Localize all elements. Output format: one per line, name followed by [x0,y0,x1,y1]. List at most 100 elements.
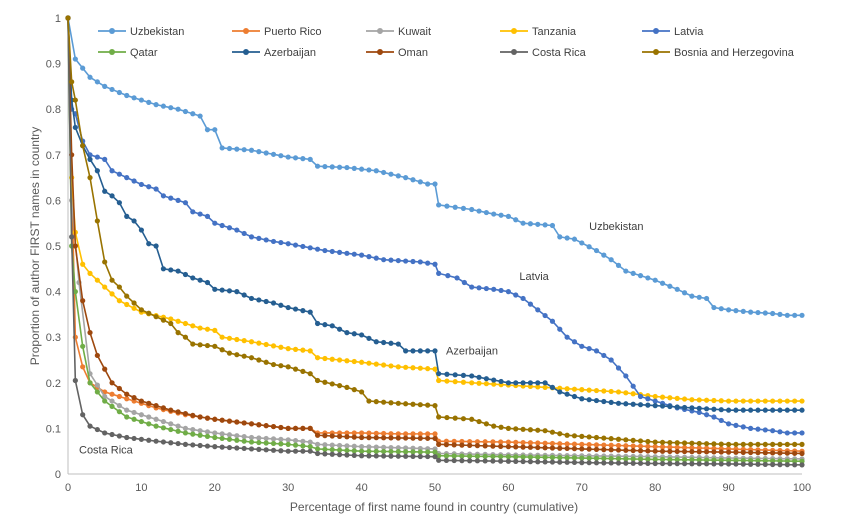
data-point [711,441,717,447]
data-point [784,450,790,456]
data-point [461,279,467,286]
data-point [116,409,122,415]
data-point [432,449,438,455]
data-point [336,383,343,389]
data-point [160,317,167,323]
data-point [498,424,504,430]
data-point [190,426,196,433]
y-tick-labels: 0 0.1 0.2 0.3 0.4 0.5 0.6 0.7 0.8 0.9 1 [46,13,61,481]
data-point [388,453,394,459]
data-point [138,181,144,188]
data-point [436,457,442,463]
data-point [314,446,321,452]
data-point [505,444,511,450]
data-point [197,211,203,217]
y-tick-label: 1 [55,13,61,25]
data-point [784,462,790,468]
series-bosnia-and-herzegovina [65,15,805,447]
data-point [630,383,636,389]
data-point [285,304,291,311]
data-point [513,217,519,223]
data-point [87,156,93,162]
data-point [168,426,174,433]
data-point [491,211,497,217]
data-point [652,448,658,454]
data-point [226,418,233,424]
data-point [498,453,504,460]
data-point [146,99,152,105]
data-point [696,405,702,411]
data-point [241,353,247,359]
data-point [652,444,658,450]
data-point [557,326,563,332]
data-point [359,252,365,258]
legend-swatch-marker [511,28,517,34]
data-point [535,440,541,446]
data-point [623,373,629,379]
legend-item-bosnia-and-herzegovina: Bosnia and Herzegovina [642,47,795,59]
data-point [109,391,115,397]
data-point [748,461,754,467]
data-point [432,366,438,372]
data-point [689,445,695,451]
data-point [740,398,746,404]
data-point [652,439,658,445]
data-point [667,456,673,463]
data-point [432,403,438,409]
series-azerbaijan [65,15,805,413]
data-point [571,393,578,400]
data-point [451,442,457,448]
data-point [645,448,651,454]
data-point [72,56,78,62]
data-point [579,396,585,402]
x-tick-label: 40 [355,482,367,494]
data-point [623,268,629,274]
data-point [373,361,379,367]
data-point [733,441,739,447]
data-point [344,452,350,458]
data-point [197,428,203,434]
data-point [307,348,313,354]
data-point [542,312,548,319]
data-point [87,423,93,429]
data-point [234,352,240,358]
data-point [733,407,739,413]
data-point [615,400,622,406]
data-point [102,259,108,265]
data-point [608,257,614,263]
annotation-azerbaijan: Azerbaijan [446,346,498,358]
data-point [637,448,644,454]
data-point [153,186,159,192]
data-point [417,402,423,408]
data-point [204,213,211,219]
data-point [799,462,805,468]
data-point [425,435,431,441]
legend-swatch-marker [511,49,517,55]
data-point [344,250,350,256]
data-point [674,444,680,450]
data-point [410,365,416,371]
data-point [102,83,108,89]
data-point [168,320,174,327]
data-point [403,401,409,407]
data-point [344,330,350,336]
legend-swatch-marker [377,49,383,55]
data-point [285,154,291,160]
data-point [388,448,394,455]
y-tick-label: 0.2 [46,378,61,390]
data-point [204,342,211,349]
data-point [726,407,732,413]
data-point [234,146,240,152]
data-point [109,86,115,93]
data-point [168,316,174,322]
data-point [711,397,717,404]
data-point [674,457,680,463]
data-point [403,435,409,441]
data-point [703,461,710,467]
data-point [770,398,776,404]
data-point [425,366,431,372]
data-point [460,379,467,385]
data-point [388,340,394,346]
data-point [535,459,541,465]
data-point [601,352,607,359]
